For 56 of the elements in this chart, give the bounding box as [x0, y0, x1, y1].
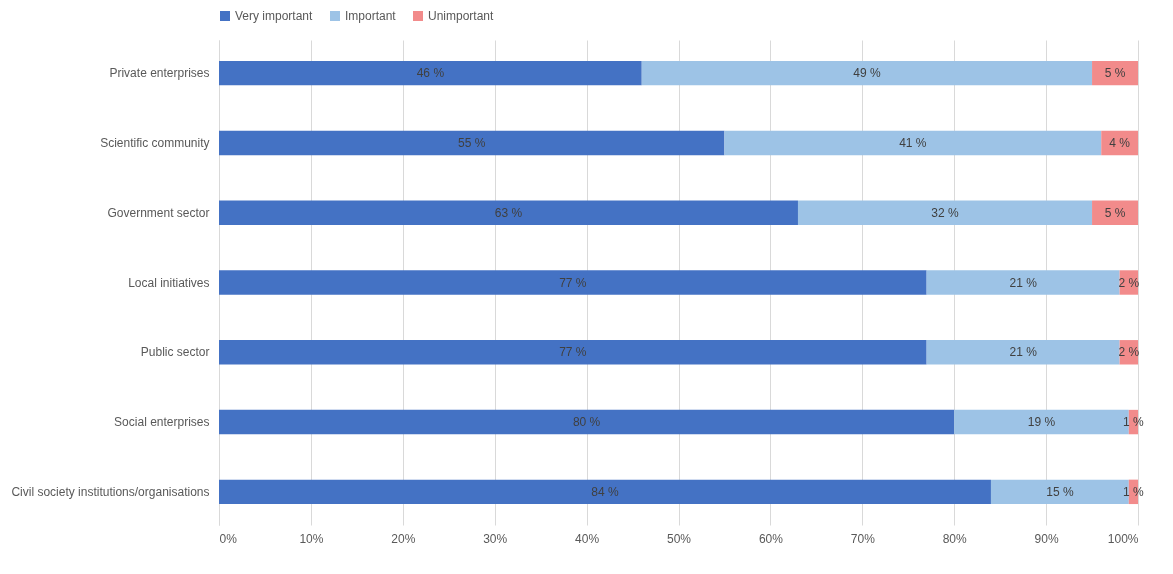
x-tick-label: 70%: [850, 531, 876, 546]
bar: [954, 409, 1129, 435]
x-tick-label: 60%: [758, 531, 784, 546]
data-label: 5 %: [1104, 66, 1126, 81]
data-label: 1 %: [1123, 484, 1145, 499]
y-tick-label: Scientific community: [100, 135, 210, 150]
y-tick-label: Public sector: [140, 345, 210, 360]
legend-label: Very important: [235, 9, 314, 23]
data-label: 15 %: [1046, 484, 1074, 499]
bar: [926, 270, 1120, 295]
data-label: 2 %: [1118, 345, 1140, 360]
bar: [219, 340, 927, 365]
bar: [219, 270, 927, 295]
data-label: 21 %: [1009, 275, 1038, 290]
data-label: 41 %: [899, 135, 927, 150]
bar: [219, 130, 725, 156]
x-tick-label: 90%: [1034, 531, 1059, 546]
bar: [219, 200, 798, 225]
y-tick-label: Local initiatives: [128, 275, 210, 290]
data-label: 32 %: [931, 205, 960, 220]
data-label: 2 %: [1118, 275, 1140, 290]
x-tick-label: 50%: [666, 531, 692, 546]
bar: [641, 60, 1093, 86]
data-label: 46 %: [416, 66, 445, 81]
data-label: 1 %: [1123, 415, 1145, 430]
legend-label: Important: [345, 9, 397, 23]
bar: [724, 130, 1102, 156]
data-label: 19 %: [1027, 415, 1056, 430]
x-tick-label: 100%: [1107, 531, 1139, 546]
bar: [219, 60, 642, 86]
x-tick-label: 0%: [219, 531, 238, 546]
data-label: 84 %: [591, 484, 619, 499]
x-tick-label: 80%: [942, 531, 968, 546]
data-label: 63 %: [494, 205, 523, 220]
data-label: 55 %: [458, 135, 486, 150]
legend-label: Unimportant: [428, 9, 495, 23]
data-label: 49 %: [853, 66, 881, 81]
x-tick-label: 30%: [483, 531, 508, 546]
bar: [219, 479, 991, 505]
data-label: 5 %: [1104, 205, 1126, 220]
data-label: 77 %: [559, 275, 587, 290]
y-tick-label: Private enterprises: [109, 66, 210, 81]
bar: [797, 200, 1093, 225]
x-tick-label: 10%: [299, 531, 324, 546]
data-label: 77 %: [559, 345, 587, 360]
y-tick-label: Social enterprises: [114, 415, 210, 430]
data-label: 80 %: [572, 415, 601, 430]
y-tick-label: Government sector: [107, 205, 210, 220]
bar: [219, 409, 955, 435]
x-tick-label: 40%: [575, 531, 600, 546]
bar: [926, 340, 1120, 365]
data-label: 21 %: [1009, 345, 1038, 360]
data-label: 4 %: [1109, 135, 1131, 150]
x-tick-label: 20%: [391, 531, 416, 546]
bar: [990, 479, 1129, 505]
y-tick-label: Civil society institutions/organisations: [11, 484, 210, 499]
